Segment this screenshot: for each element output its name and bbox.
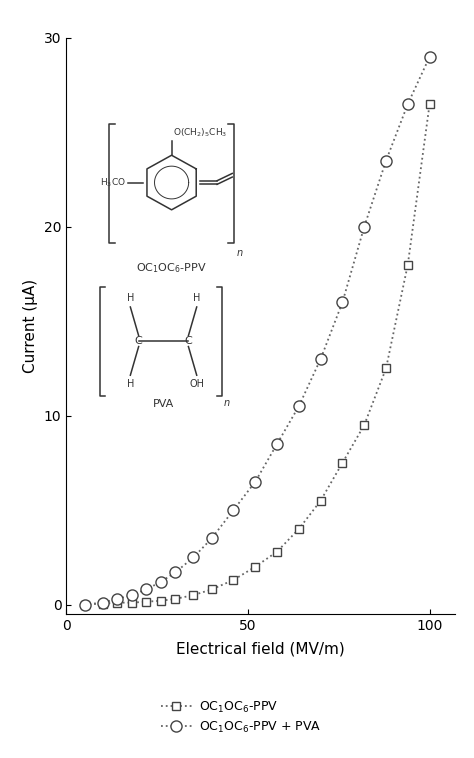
Text: OC$_1$OC$_6$-PPV: OC$_1$OC$_6$-PPV (136, 261, 207, 274)
Text: PVA: PVA (153, 399, 174, 409)
Text: H: H (193, 293, 201, 303)
Text: C: C (184, 336, 192, 346)
Text: OH: OH (189, 379, 204, 390)
Y-axis label: Current (μA): Current (μA) (23, 279, 38, 373)
Text: H: H (127, 379, 134, 390)
Text: C: C (135, 336, 143, 346)
X-axis label: Electrical field (MV/m): Electrical field (MV/m) (176, 641, 345, 656)
Text: H: H (127, 293, 134, 303)
Text: $n$: $n$ (223, 399, 231, 409)
Text: H$_3$CO: H$_3$CO (100, 177, 126, 189)
Text: $n$: $n$ (236, 248, 244, 258)
Legend: OC$_1$OC$_6$-PPV, OC$_1$OC$_6$-PPV + PVA: OC$_1$OC$_6$-PPV, OC$_1$OC$_6$-PPV + PVA (156, 694, 327, 740)
Text: O(CH$_2$)$_5$CH$_3$: O(CH$_2$)$_5$CH$_3$ (173, 127, 228, 139)
